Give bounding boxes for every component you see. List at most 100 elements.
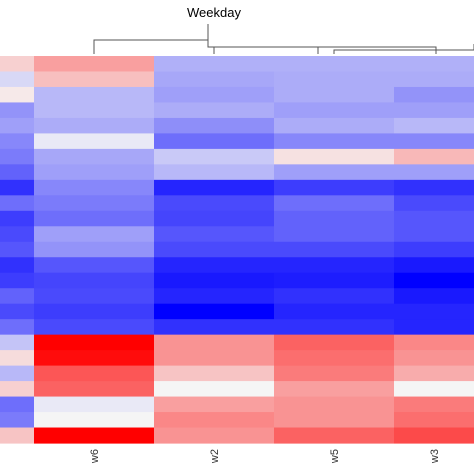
heatmap-cell: [394, 396, 474, 413]
heatmap-cell: [0, 334, 34, 351]
heatmap-cell: [274, 56, 394, 73]
heatmap-cell: [274, 86, 394, 104]
heatmap-cell: [34, 117, 154, 134]
heatmap-cell: [0, 396, 34, 413]
heatmap-cell: [394, 334, 474, 351]
heatmap-cell: [274, 396, 394, 413]
heatmap-cell: [274, 334, 394, 351]
heatmap-cell: [34, 303, 154, 320]
heatmap-cell: [154, 164, 274, 181]
heatmap-cell: [0, 56, 34, 73]
heatmap-cell: [34, 226, 154, 243]
heatmap-cell: [34, 288, 154, 305]
heatmap-cell: [274, 381, 394, 398]
heatmap-cell: [274, 226, 394, 243]
heatmap-cell: [154, 319, 274, 336]
heatmap-cell: [34, 272, 154, 289]
heatmap-cell: [154, 56, 274, 73]
heatmap-cell: [394, 272, 474, 289]
heatmap-cell: [0, 102, 34, 119]
heatmap-cell: [394, 56, 474, 73]
heatmap-cell: [274, 210, 394, 227]
column-dendrogram: [93, 24, 474, 54]
heatmap-cell: [34, 195, 154, 212]
heatmap-cell: [394, 148, 474, 165]
heatmap-cell: [394, 412, 474, 429]
heatmap-cell: [0, 303, 34, 320]
heatmap-cell: [394, 102, 474, 119]
heatmap-cell: [34, 412, 154, 429]
heatmap-cell: [154, 365, 274, 382]
heatmap-cell: [274, 257, 394, 274]
heatmap-cell: [0, 148, 34, 165]
heatmap-cell: [154, 148, 274, 165]
heatmap-cell: [394, 195, 474, 212]
column-label-w3: w3: [429, 449, 441, 464]
heatmap-cell: [394, 210, 474, 227]
heatmap-cell: [394, 164, 474, 181]
heatmap-cell: [394, 350, 474, 367]
heatmap-cell: [154, 427, 274, 444]
heatmap-cell: [394, 381, 474, 398]
heatmap-cell: [34, 86, 154, 104]
heatmap-cell: [394, 133, 474, 150]
heatmap-cell: [34, 365, 154, 382]
heatmap-cell: [394, 365, 474, 382]
heatmap-cell: [34, 164, 154, 181]
heatmap-cell: [394, 257, 474, 274]
heatmap-cell: [274, 272, 394, 289]
heatmap-cell: [394, 319, 474, 336]
heatmap-cell: [34, 319, 154, 336]
heatmap-cell: [0, 381, 34, 398]
heatmap-cell: [34, 71, 154, 88]
column-labels: w6 w2 w5 w3: [89, 449, 441, 464]
heatmap-cell: [274, 148, 394, 165]
heatmap-cell: [0, 350, 34, 367]
heatmap-cell: [154, 195, 274, 212]
heatmap-cell: [274, 179, 394, 196]
heatmap-cell: [34, 257, 154, 274]
heatmap-cell: [394, 86, 474, 104]
heatmap-cell: [394, 226, 474, 243]
heatmap-cell: [0, 288, 34, 305]
heatmap-cell: [274, 102, 394, 119]
column-label-w5: w5: [329, 449, 341, 464]
heatmap-cell: [0, 210, 34, 227]
dendrogram-branch: [333, 49, 474, 54]
heatmap-cell: [154, 412, 274, 429]
heatmap-cell: [0, 412, 34, 429]
heatmap-cell: [154, 71, 274, 88]
heatmap-cell: [34, 381, 154, 398]
heatmap-cell: [154, 226, 274, 243]
heatmap-cell: [0, 179, 34, 196]
heatmap-cell: [274, 288, 394, 305]
heatmap-cell: [154, 288, 274, 305]
heatmap-cell: [0, 195, 34, 212]
heatmap-cell: [154, 117, 274, 134]
heatmap-cell: [34, 133, 154, 150]
heatmap-cell: [0, 319, 34, 336]
heatmap-cell: [34, 210, 154, 227]
heatmap-cell: [0, 257, 34, 274]
chart-title: Weekday: [187, 5, 241, 20]
dendrogram-branch: [93, 24, 209, 54]
column-label-w2: w2: [209, 449, 221, 464]
heatmap-cell: [0, 133, 34, 150]
heatmap-cell: [394, 427, 474, 444]
heatmap-cell: [0, 365, 34, 382]
heatmap-cell: [34, 350, 154, 367]
heatmap-cell: [394, 71, 474, 88]
heatmap-cell: [274, 117, 394, 134]
heatmap-cell: [34, 334, 154, 351]
heatmap-cell: [274, 241, 394, 258]
dendrogram-branch: [207, 40, 319, 54]
heatmap-cell: [34, 396, 154, 413]
heatmap-cell: [154, 210, 274, 227]
heatmap-cell: [0, 164, 34, 181]
heatmap-cell: [274, 427, 394, 444]
heatmap-cell: [154, 257, 274, 274]
heatmap-cell: [34, 179, 154, 196]
heatmap-cell: [0, 427, 34, 444]
heatmap-cell: [394, 241, 474, 258]
heatmap-cell: [154, 102, 274, 119]
